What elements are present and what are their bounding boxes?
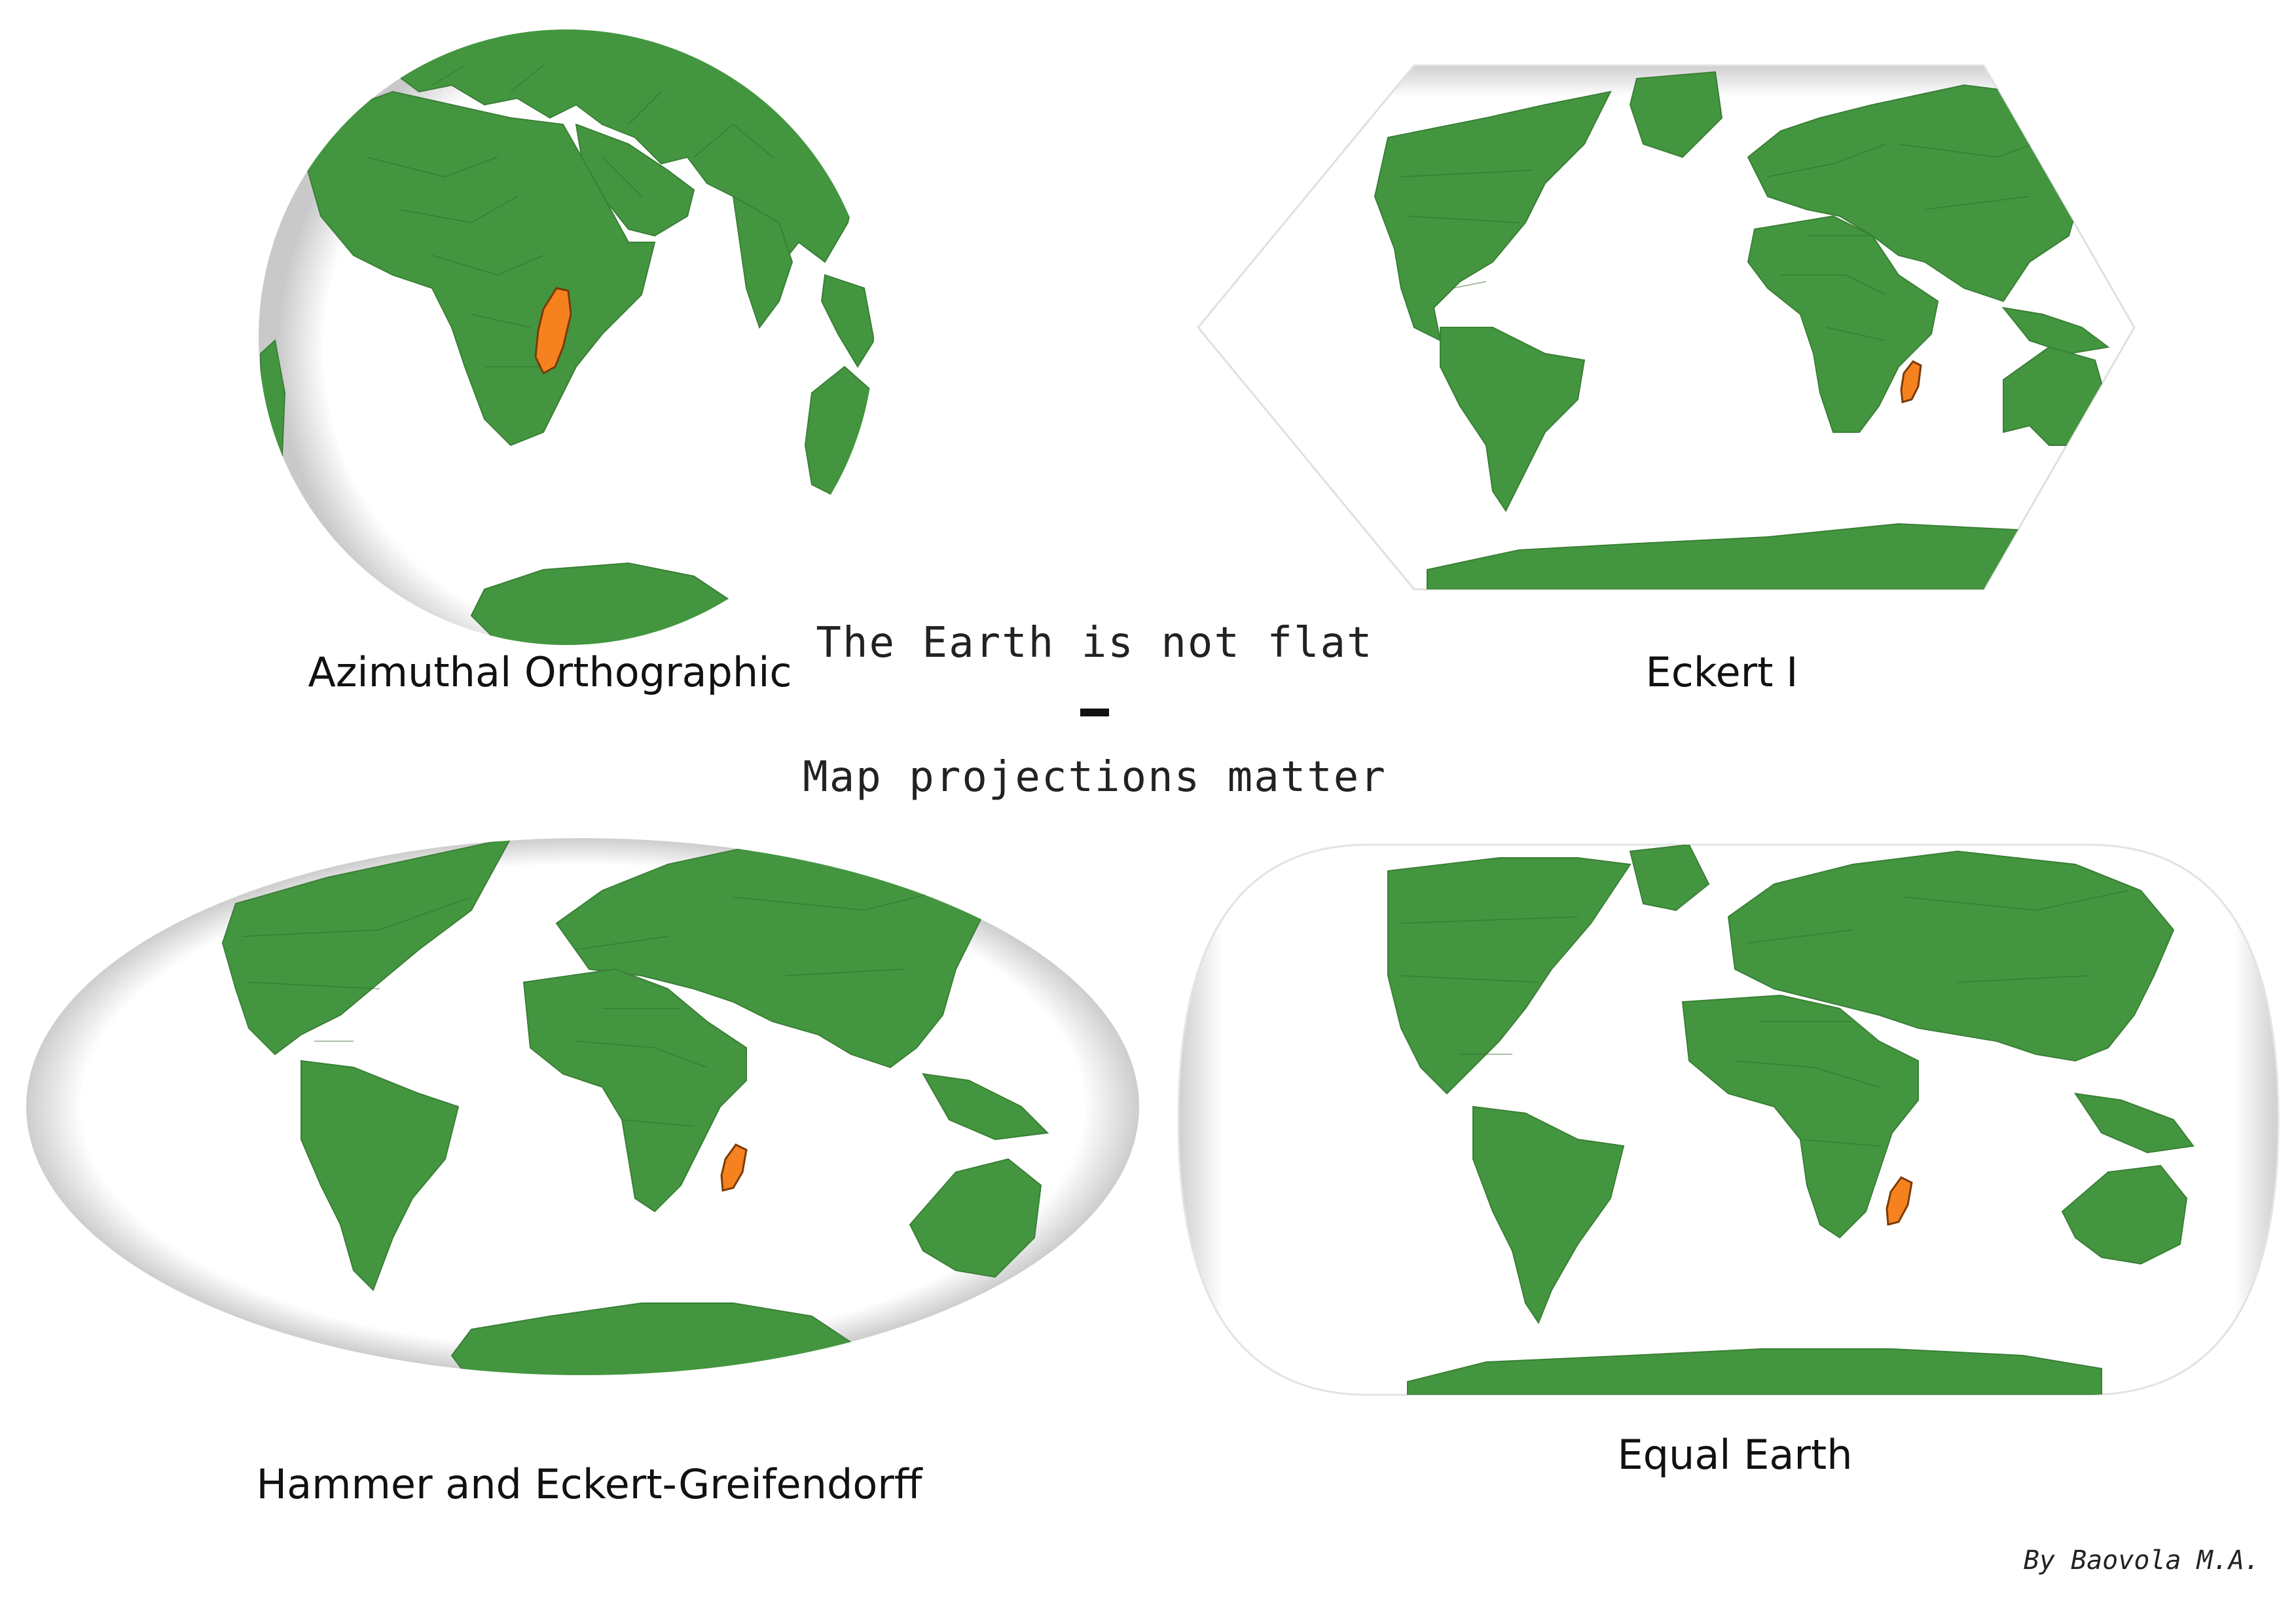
map-equal-earth: Equal Earth bbox=[1172, 843, 2285, 1526]
landmass-eurasia bbox=[1747, 84, 2116, 303]
landmass-indonesia bbox=[2001, 306, 2110, 355]
page-title-line-2: Map projections matter bbox=[803, 753, 1387, 802]
landmass-antarctica bbox=[450, 1302, 852, 1375]
author-credit: By Baovola M.A. bbox=[2023, 1545, 2260, 1576]
orthographic-globe bbox=[259, 29, 874, 645]
map-eckert-1: Eckert I bbox=[1178, 64, 2265, 714]
landmass-eurasia bbox=[1727, 850, 2175, 1062]
landmass-australia bbox=[2061, 1164, 2188, 1265]
equal-earth-projection bbox=[1177, 843, 2280, 1396]
landmass-southeast-asia bbox=[820, 274, 874, 368]
landmass-africa bbox=[1747, 215, 1939, 433]
madagascar-highlight bbox=[534, 287, 572, 375]
landmass-antarctica bbox=[1407, 1348, 2102, 1395]
landmass-south-america bbox=[1440, 327, 1586, 512]
landmass-india bbox=[732, 195, 793, 329]
madagascar-highlight bbox=[720, 1143, 748, 1192]
map-azimuthal-orthographic: Azimuthal Orthographic bbox=[236, 26, 890, 696]
hammer-projection bbox=[26, 838, 1139, 1375]
landmass-antarctica bbox=[1427, 523, 2123, 589]
label-hammer: Hammer and Eckert-Greifendorff bbox=[256, 1460, 922, 1508]
landmass-south-america bbox=[1472, 1105, 1625, 1325]
map-hammer: Hammer and Eckert-Greifendorff bbox=[13, 832, 1152, 1526]
eckert-1-projection bbox=[1197, 64, 2136, 591]
landmass-africa bbox=[306, 90, 656, 447]
madagascar-highlight bbox=[1900, 360, 1922, 403]
landmass-indonesia bbox=[922, 1073, 1049, 1141]
title-separator bbox=[1080, 709, 1109, 716]
landmass-australia bbox=[909, 1158, 1042, 1278]
landmass-north-america bbox=[1374, 90, 1612, 342]
landmass-africa bbox=[1681, 994, 1919, 1239]
madagascar-highlight bbox=[1886, 1176, 1913, 1226]
label-azimuthal-orthographic: Azimuthal Orthographic bbox=[308, 648, 792, 696]
page-title-line-1: The Earth is not flat bbox=[816, 619, 1374, 667]
landmass-greenland bbox=[1629, 71, 1723, 158]
landmass-north-america bbox=[221, 838, 512, 1056]
label-eckert-1: Eckert I bbox=[1645, 648, 1798, 696]
landmass-africa bbox=[522, 968, 747, 1213]
label-equal-earth: Equal Earth bbox=[1617, 1431, 1853, 1479]
landmass-greenland bbox=[1629, 845, 1710, 912]
landmass-south-america bbox=[301, 1060, 460, 1291]
landmass-indonesia bbox=[2073, 1092, 2195, 1154]
